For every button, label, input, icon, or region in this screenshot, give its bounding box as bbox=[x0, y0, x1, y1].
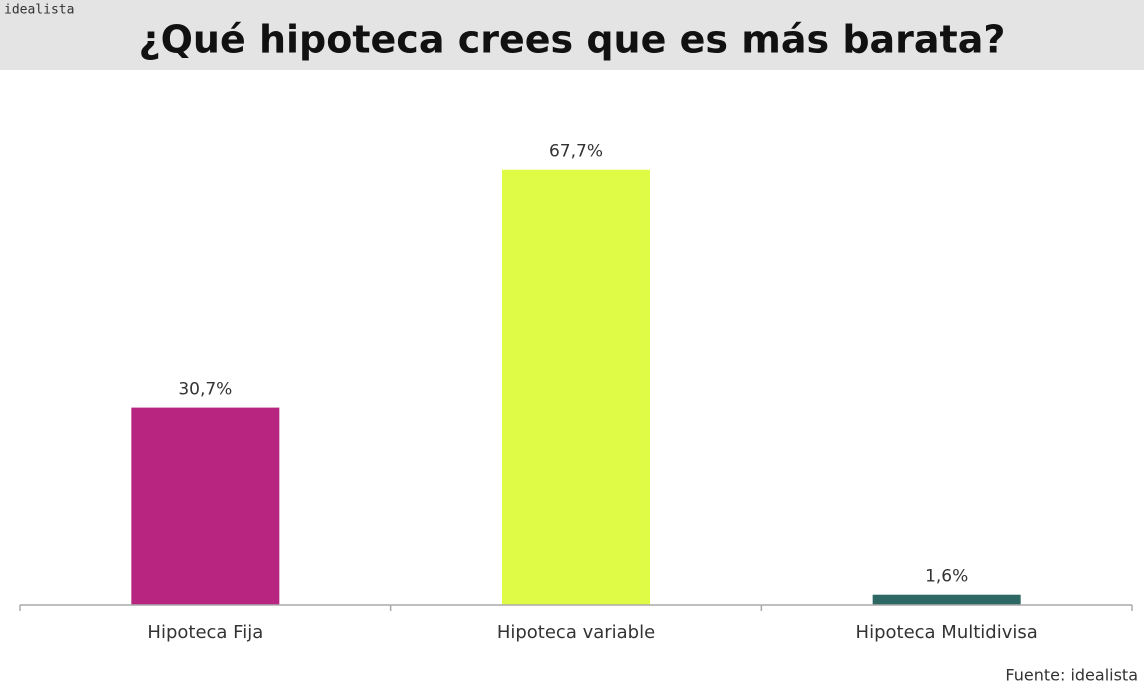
x-tick-label: Hipoteca Multidivisa bbox=[856, 622, 1038, 643]
bar bbox=[502, 169, 650, 605]
brand: idealista bbox=[4, 3, 74, 18]
x-tick-label: Hipoteca variable bbox=[497, 622, 655, 643]
source: Fuente: idealista bbox=[1005, 666, 1138, 685]
header-band bbox=[0, 0, 1144, 70]
x-tick-label: Hipoteca Fija bbox=[147, 622, 263, 643]
bar bbox=[131, 407, 280, 605]
value-label: 67,7% bbox=[549, 142, 603, 162]
chart-title: ¿Qué hipoteca crees que es más barata? bbox=[139, 18, 1006, 62]
value-label: 1,6% bbox=[925, 567, 968, 587]
value-label: 30,7% bbox=[178, 380, 232, 400]
bar bbox=[872, 594, 1021, 605]
